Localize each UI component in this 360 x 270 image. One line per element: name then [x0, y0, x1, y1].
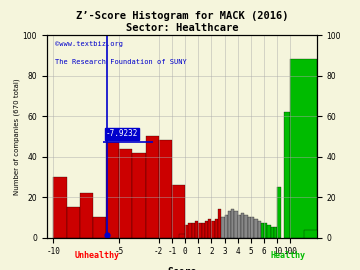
Bar — [284, 112, 291, 238]
Bar — [225, 215, 228, 238]
Bar — [185, 225, 192, 238]
Bar — [215, 219, 218, 238]
Bar — [106, 143, 119, 238]
Bar — [211, 221, 215, 238]
Bar — [93, 217, 106, 238]
Text: The Research Foundation of SUNY: The Research Foundation of SUNY — [55, 59, 186, 65]
Bar — [248, 217, 251, 238]
Bar — [202, 224, 205, 238]
Bar — [277, 187, 280, 238]
Y-axis label: Number of companies (670 total): Number of companies (670 total) — [13, 78, 20, 195]
Bar — [261, 224, 264, 238]
Title: Z’-Score Histogram for MACK (2016)
Sector: Healthcare: Z’-Score Histogram for MACK (2016) Secto… — [76, 11, 288, 33]
Bar — [53, 177, 67, 238]
Bar — [145, 136, 159, 238]
Bar — [179, 234, 185, 238]
Bar — [257, 221, 261, 238]
Bar — [264, 224, 267, 238]
Bar — [218, 209, 221, 238]
Bar — [67, 207, 80, 238]
Bar — [205, 221, 208, 238]
Bar — [132, 153, 145, 238]
Bar — [234, 211, 238, 238]
Bar — [195, 221, 198, 238]
Bar — [241, 213, 244, 238]
Text: Healthy: Healthy — [270, 251, 306, 260]
Bar — [251, 217, 254, 238]
Bar — [221, 217, 225, 238]
Bar — [271, 227, 274, 238]
Bar — [188, 224, 192, 238]
Bar — [231, 209, 234, 238]
Bar — [192, 224, 195, 238]
Bar — [159, 140, 172, 238]
Text: -7.9232: -7.9232 — [106, 129, 138, 138]
Text: ©www.textbiz.org: ©www.textbiz.org — [55, 41, 123, 47]
Bar — [244, 215, 248, 238]
Bar — [274, 227, 277, 238]
Bar — [119, 148, 132, 238]
Bar — [238, 215, 241, 238]
Bar — [303, 230, 330, 238]
Bar — [291, 59, 317, 238]
Bar — [228, 211, 231, 238]
X-axis label: Score: Score — [167, 267, 197, 270]
Bar — [267, 225, 271, 238]
Bar — [254, 219, 257, 238]
Bar — [172, 185, 185, 238]
Bar — [80, 193, 93, 238]
Bar — [208, 219, 211, 238]
Bar — [198, 224, 202, 238]
Text: Unhealthy: Unhealthy — [75, 251, 120, 260]
